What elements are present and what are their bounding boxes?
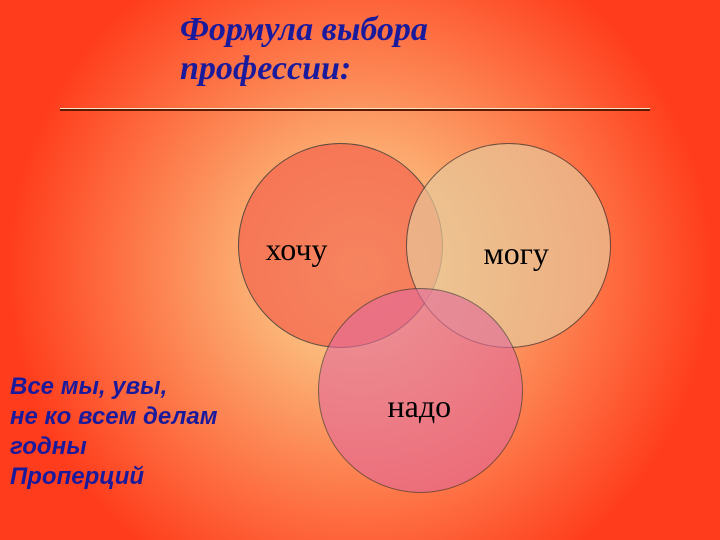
title-divider	[60, 108, 650, 111]
slide-title: Формула выбора профессии:	[180, 10, 428, 88]
quote-block: Все мы, увы, не ко всем делам годны Проп…	[10, 372, 218, 492]
quote-line-2: не ко всем делам	[10, 403, 218, 430]
venn-diagram: хочу могу надо	[210, 130, 640, 520]
label-need: надо	[388, 388, 452, 425]
label-can: могу	[484, 235, 549, 272]
quote-line-4: Проперций	[10, 463, 144, 490]
quote-line-3: годны	[10, 433, 87, 460]
title-line-1: Формула выбора	[180, 11, 428, 48]
label-want: хочу	[266, 231, 328, 268]
title-line-2: профессии:	[180, 50, 351, 87]
quote-line-1: Все мы, увы,	[10, 373, 167, 400]
slide: Формула выбора профессии: хочу могу надо…	[0, 0, 720, 540]
